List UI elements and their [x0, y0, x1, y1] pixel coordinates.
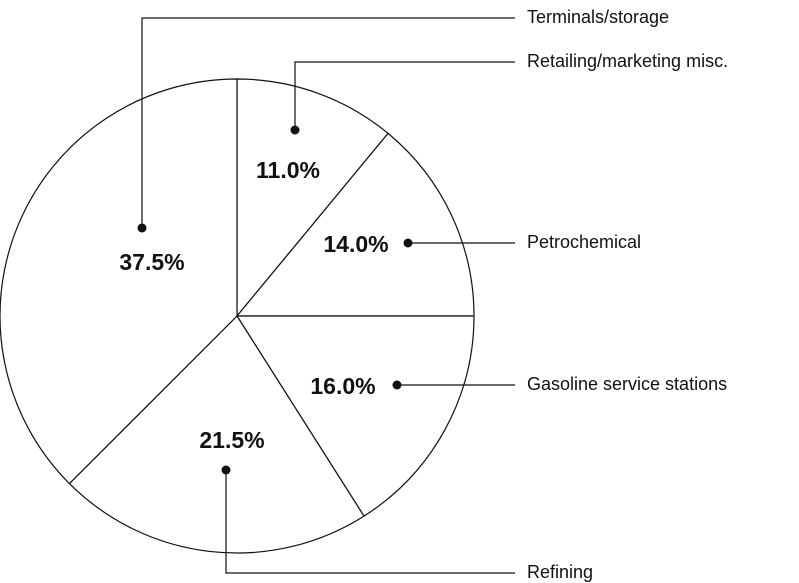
leader-line: [225, 470, 515, 574]
legend-label: Petrochemical: [527, 232, 641, 252]
legend-label: Terminals/storage: [527, 7, 669, 27]
pie-slice: [68, 315, 365, 554]
leader-dot: [221, 465, 231, 475]
leader-dot: [392, 380, 402, 390]
leader-dot: [137, 223, 147, 233]
pie-slice: [236, 78, 389, 318]
slice-label: 14.0%: [323, 231, 388, 257]
leader-dot: [403, 238, 413, 248]
slice-label: 21.5%: [199, 427, 264, 453]
leader-line: [141, 17, 515, 228]
pie-slice: [235, 132, 475, 317]
slice-label: 11.0%: [256, 157, 320, 183]
pie-slice: [0, 78, 238, 485]
pie-slice: [235, 315, 475, 517]
legend-label: Refining: [527, 562, 593, 582]
leader-dot: [290, 125, 300, 135]
slice-label: 16.0%: [310, 373, 375, 399]
slice-label: 37.5%: [119, 249, 184, 275]
legend-label: Gasoline service stations: [527, 374, 727, 394]
legend-label: Retailing/marketing misc.: [527, 51, 728, 71]
leader-line: [294, 61, 515, 130]
